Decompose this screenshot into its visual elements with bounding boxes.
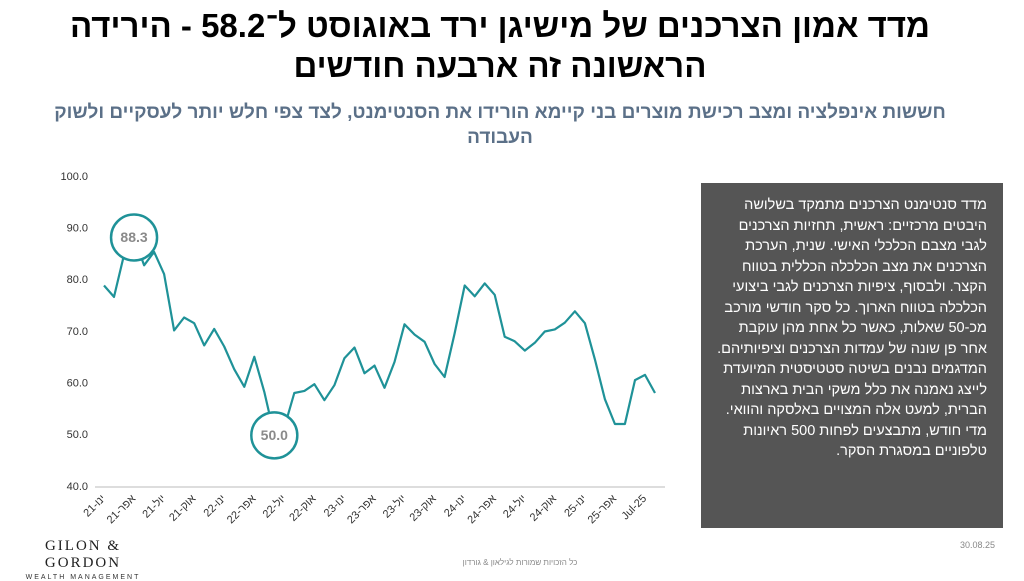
x-tick-label: ינו-21 <box>81 493 108 520</box>
y-tick-label: 100.0 <box>60 171 88 183</box>
x-tick-label: ינו-23 <box>322 493 349 520</box>
y-tick-label: 40.0 <box>67 481 88 493</box>
x-tick-label: יול-21 <box>140 492 169 521</box>
x-tick-label: אוק-22 <box>287 493 318 524</box>
annotation-label: 50.0 <box>261 427 288 443</box>
x-tick-label: ינו-24 <box>442 493 469 520</box>
annotation-circle <box>250 411 299 460</box>
y-tick-label: 90.0 <box>67 223 88 235</box>
x-tick-label: יול-22 <box>260 492 289 521</box>
title: מדד אמון הצרכנים של מישיגן ירד באוגוסט ל… <box>69 7 931 84</box>
logo-name: GILON & GORDON <box>44 538 122 571</box>
x-tick-label: אוק-23 <box>408 493 439 524</box>
logo-tagline: WEALTH MANAGEMENT <box>25 574 141 581</box>
x-tick-label: אפר-24 <box>465 493 499 527</box>
y-tick-label: 70.0 <box>67 326 88 338</box>
annotation-circle <box>109 213 159 262</box>
series-line <box>103 236 656 437</box>
y-tick-label: 60.0 <box>67 378 88 390</box>
copyright: כל הזכויות שמורות לגילאון & גורדון <box>462 558 578 567</box>
y-tick-label: 50.0 <box>67 429 88 441</box>
note-box: מדד סנטימנט הצרכנים מתמקד בשלושה היבטים … <box>701 183 1003 528</box>
annotation-label: 88.3 <box>120 229 147 245</box>
x-tick-label: Jul-25 <box>619 493 649 523</box>
x-tick-label: אוק-21 <box>167 493 198 524</box>
x-tick-label: אוק-24 <box>528 493 559 524</box>
x-tick-label: ינו-22 <box>202 493 229 520</box>
chart: 40.050.060.070.080.090.0100.0ינו-21אפר-2… <box>60 171 665 527</box>
y-tick-label: 80.0 <box>67 274 88 286</box>
x-tick-label: יול-23 <box>380 492 409 521</box>
logo: GILON & GORDON WEALTH MANAGEMENT <box>14 538 152 581</box>
subtitle: חששות אינפלציה ומצב רכישת מוצרים בני קיי… <box>54 102 946 148</box>
date: 30.08.25 <box>960 540 996 550</box>
x-tick-label: אפר-22 <box>225 493 259 527</box>
x-tick-label: אפר-25 <box>586 493 620 527</box>
x-tick-label: יול-24 <box>500 492 529 521</box>
x-tick-label: ינו-25 <box>562 493 589 520</box>
x-tick-label: אפר-21 <box>105 493 139 527</box>
x-tick-label: אפר-23 <box>345 493 379 527</box>
